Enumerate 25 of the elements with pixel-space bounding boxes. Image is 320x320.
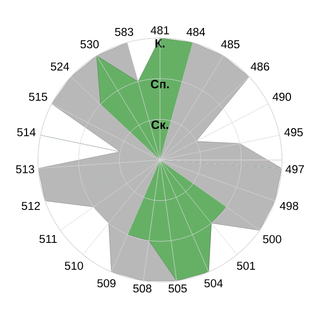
- spoke-label: 495: [284, 128, 303, 136]
- spoke-label: 510: [64, 262, 84, 270]
- spoke-label: 497: [286, 165, 304, 174]
- spoke-label: 511: [39, 234, 57, 243]
- spoke-label: 514: [17, 128, 36, 136]
- spoke-label: 508: [133, 284, 152, 293]
- spoke-label: 524: [50, 62, 70, 71]
- spoke-label: 530: [80, 40, 99, 48]
- spoke-label: 583: [115, 28, 134, 36]
- y-tick-label: Сп.: [150, 80, 169, 88]
- spoke-label: 490: [272, 92, 292, 101]
- spoke-label: 505: [168, 284, 187, 293]
- spoke-label: 484: [186, 28, 206, 36]
- spoke-label: 515: [29, 92, 48, 101]
- spoke-label: 498: [280, 202, 298, 210]
- spoke-label: 513: [16, 165, 34, 174]
- spoke-label: 485: [221, 40, 240, 48]
- spoke-label: 486: [250, 62, 270, 71]
- spoke-label: 504: [204, 279, 223, 288]
- spoke-label: 512: [22, 202, 40, 210]
- spoke-label: 501: [236, 262, 256, 270]
- spoke-label: 500: [263, 235, 282, 244]
- y-tick-label: Ск.: [152, 120, 168, 129]
- spoke-label: 481: [150, 26, 169, 34]
- spoke-label: 509: [97, 279, 116, 288]
